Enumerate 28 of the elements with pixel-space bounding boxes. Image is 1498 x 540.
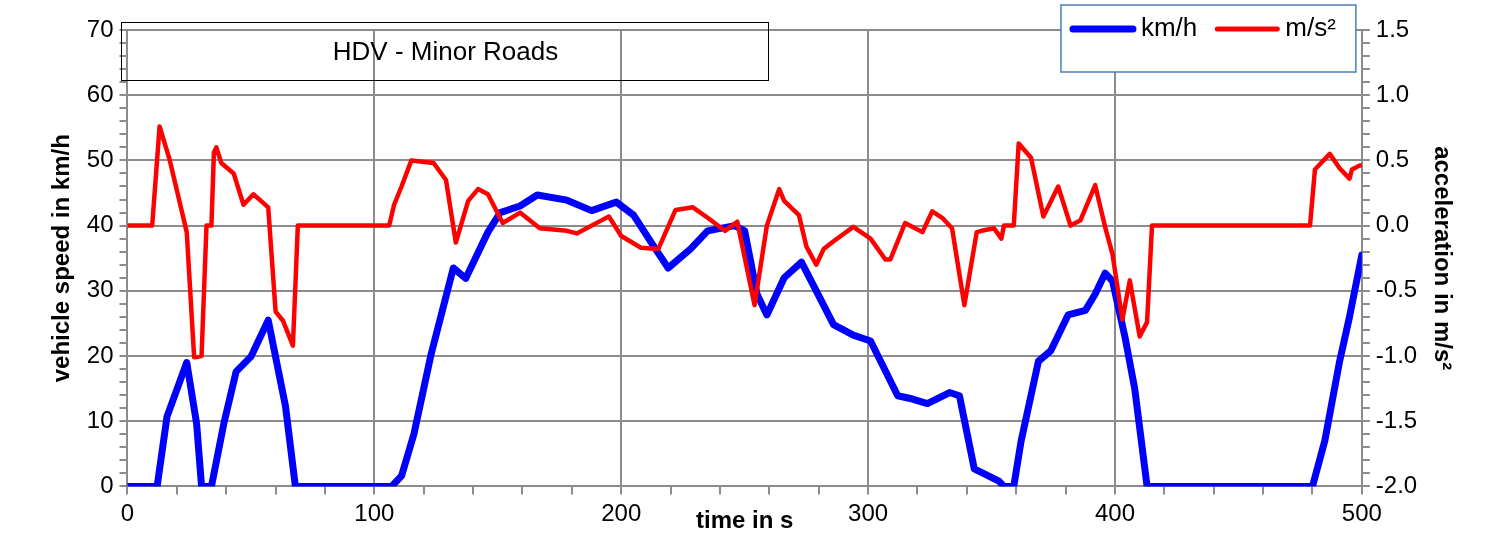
- x-tick-label: 0: [120, 499, 135, 527]
- y2-tick-label: -2.0: [1375, 471, 1418, 499]
- y-tick-label: 30: [86, 275, 114, 303]
- x-tick-label: 500: [1341, 499, 1382, 527]
- x-tick-label: 100: [354, 499, 395, 527]
- x-axis-title: time in s: [695, 506, 794, 534]
- y2-tick-label: 1.5: [1375, 14, 1410, 42]
- y-tick-label: 60: [86, 79, 114, 107]
- x-tick-label: 400: [1094, 499, 1135, 527]
- x-tick-label: 200: [601, 499, 642, 527]
- legend-label: km/h: [1140, 12, 1198, 43]
- y-tick-label: 10: [86, 405, 114, 433]
- y-tick-label: 40: [86, 210, 114, 238]
- y2-tick-label: 1.0: [1375, 79, 1410, 107]
- y-axis-title: vehicle speed in km/h: [47, 134, 75, 383]
- y-tick-label: 50: [86, 145, 114, 173]
- y-tick-label: 20: [86, 340, 114, 368]
- y2-tick-label: -1.0: [1375, 340, 1418, 368]
- y2-axis-title: acceleration in m/s²: [1429, 146, 1457, 371]
- y2-tick-label: 0.0: [1375, 210, 1410, 238]
- y-tick-label: 70: [86, 14, 114, 42]
- y2-tick-label: -1.5: [1375, 405, 1418, 433]
- y2-tick-label: 0.5: [1375, 145, 1410, 173]
- y2-tick-label: -0.5: [1375, 275, 1418, 303]
- x-tick-label: 300: [848, 499, 889, 527]
- chart-title: HDV - Minor Roads: [332, 35, 559, 67]
- y-tick-label: 0: [100, 471, 114, 499]
- legend-label: m/s²: [1285, 12, 1337, 43]
